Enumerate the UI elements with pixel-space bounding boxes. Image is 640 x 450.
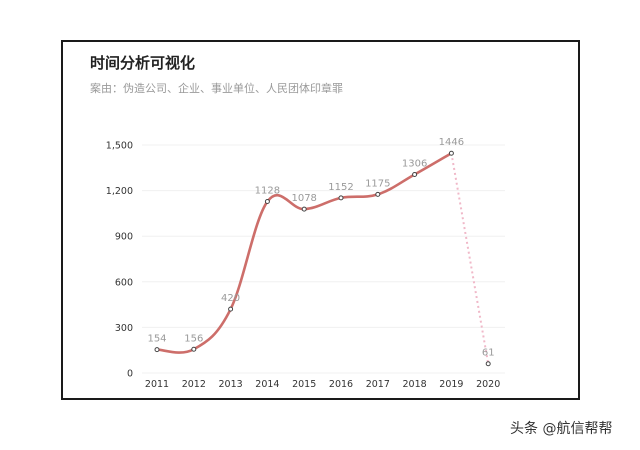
data-label: 1446 <box>439 137 464 148</box>
y-tick-label: 1,200 <box>106 186 133 197</box>
x-tick-label: 2016 <box>329 379 353 390</box>
series-dashed-segment <box>450 153 490 364</box>
data-label: 1128 <box>255 186 280 197</box>
data-point <box>264 199 270 205</box>
data-point <box>154 347 160 353</box>
x-tick-label: 2013 <box>219 379 243 390</box>
data-point <box>338 195 344 201</box>
data-label: 1078 <box>291 193 316 204</box>
data-point <box>412 171 418 177</box>
chart-title: 时间分析可视化 <box>90 54 196 72</box>
x-tick-label: 2012 <box>182 379 206 390</box>
y-tick-label: 900 <box>115 232 133 243</box>
y-tick-label: 300 <box>115 323 133 334</box>
x-tick-label: 2017 <box>366 379 390 390</box>
y-axis-ticks: 0 300 600 900 1,200 1,500 <box>106 141 133 380</box>
data-point <box>228 306 234 312</box>
data-labels: 154 156 420 1128 1078 1152 1175 1306 1446 61 <box>147 137 494 359</box>
chart-card: 时间分析可视化 案由：伪造公司、企业、事业单位、人民团体印章罪 <box>61 40 580 400</box>
data-label: 1175 <box>365 178 390 189</box>
data-points <box>154 150 491 367</box>
watermark-text: 头条 @航信帮帮 <box>510 421 613 437</box>
data-label: 1152 <box>328 182 353 193</box>
x-tick-label: 2018 <box>403 379 427 390</box>
x-tick-label: 2014 <box>255 379 279 390</box>
data-label: 156 <box>184 333 203 344</box>
x-tick-label: 2019 <box>439 379 463 390</box>
y-tick-label: 0 <box>127 369 133 380</box>
chart-subtitle: 案由：伪造公司、企业、事业单位、人民团体印章罪 <box>90 82 343 95</box>
data-label: 154 <box>147 334 166 345</box>
x-tick-label: 2020 <box>476 379 500 390</box>
data-point <box>301 206 307 212</box>
data-label: 1306 <box>402 158 427 169</box>
data-point <box>448 150 454 156</box>
grid-lines <box>142 144 505 374</box>
series-path <box>156 152 453 354</box>
y-tick-label: 600 <box>115 277 133 288</box>
data-point <box>191 346 197 352</box>
data-point <box>375 191 381 197</box>
data-label: 61 <box>482 348 495 359</box>
data-point <box>485 361 491 367</box>
data-label: 420 <box>221 293 240 304</box>
x-tick-label: 2015 <box>292 379 316 390</box>
series-line <box>156 152 490 364</box>
y-tick-label: 1,500 <box>106 141 133 152</box>
x-axis-ticks: 2011 2012 2013 2014 2015 2016 2017 2018 2019 2020 <box>145 379 500 390</box>
x-tick-label: 2011 <box>145 379 169 390</box>
